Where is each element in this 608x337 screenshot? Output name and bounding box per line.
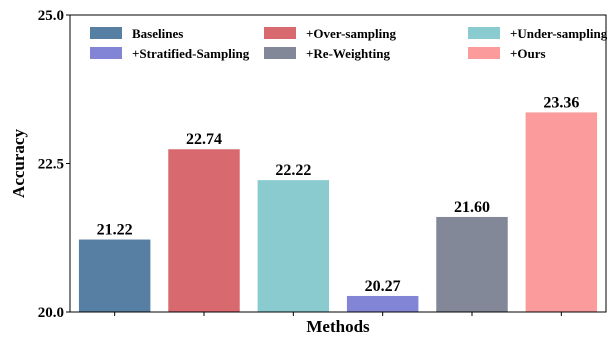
x-axis-label: Methods	[306, 317, 370, 336]
bar-4	[436, 216, 508, 312]
legend-swatch-1	[264, 27, 296, 39]
bar-2	[257, 180, 330, 312]
legend: Baselines +Over-sampling +Under-sampling +S…	[90, 26, 608, 61]
legend-label-3: +Stratified-Sampling	[132, 46, 250, 61]
legend-swatch-2	[468, 27, 500, 39]
legend-label-1: +Over-sampling	[306, 26, 396, 41]
legend-label-4: +Re-Weighting	[306, 46, 390, 61]
legend-label-5: +Ours	[510, 46, 546, 61]
legend-swatch-0	[90, 27, 122, 39]
bar-1	[168, 149, 240, 312]
axes-group: 20.0 22.5 25.0	[38, 8, 562, 321]
bar-5	[525, 112, 598, 312]
data-label-3: 20.27	[365, 278, 401, 295]
data-label-1: 22.74	[186, 131, 222, 148]
data-label-0: 21.22	[97, 222, 133, 239]
data-label-5: 23.36	[543, 94, 579, 111]
data-label-4: 21.60	[454, 199, 490, 216]
legend-label-0: Baselines	[132, 26, 183, 41]
legend-label-2: +Under-sampling	[510, 26, 608, 41]
y-tick-label-2: 25.0	[38, 8, 64, 24]
y-axis-label: Accuracy	[9, 129, 28, 198]
legend-swatch-5	[468, 47, 500, 59]
bars-group	[78, 112, 598, 312]
bar-0	[78, 239, 151, 312]
y-tick-label-0: 20.0	[38, 305, 64, 321]
legend-swatch-3	[90, 47, 122, 59]
data-labels-group: 21.22 22.74 22.22 20.27 21.60 23.36	[97, 94, 580, 295]
legend-swatch-4	[264, 47, 296, 59]
data-label-2: 22.22	[275, 162, 311, 179]
y-tick-label-1: 22.5	[38, 157, 64, 173]
bar-3	[346, 295, 419, 312]
